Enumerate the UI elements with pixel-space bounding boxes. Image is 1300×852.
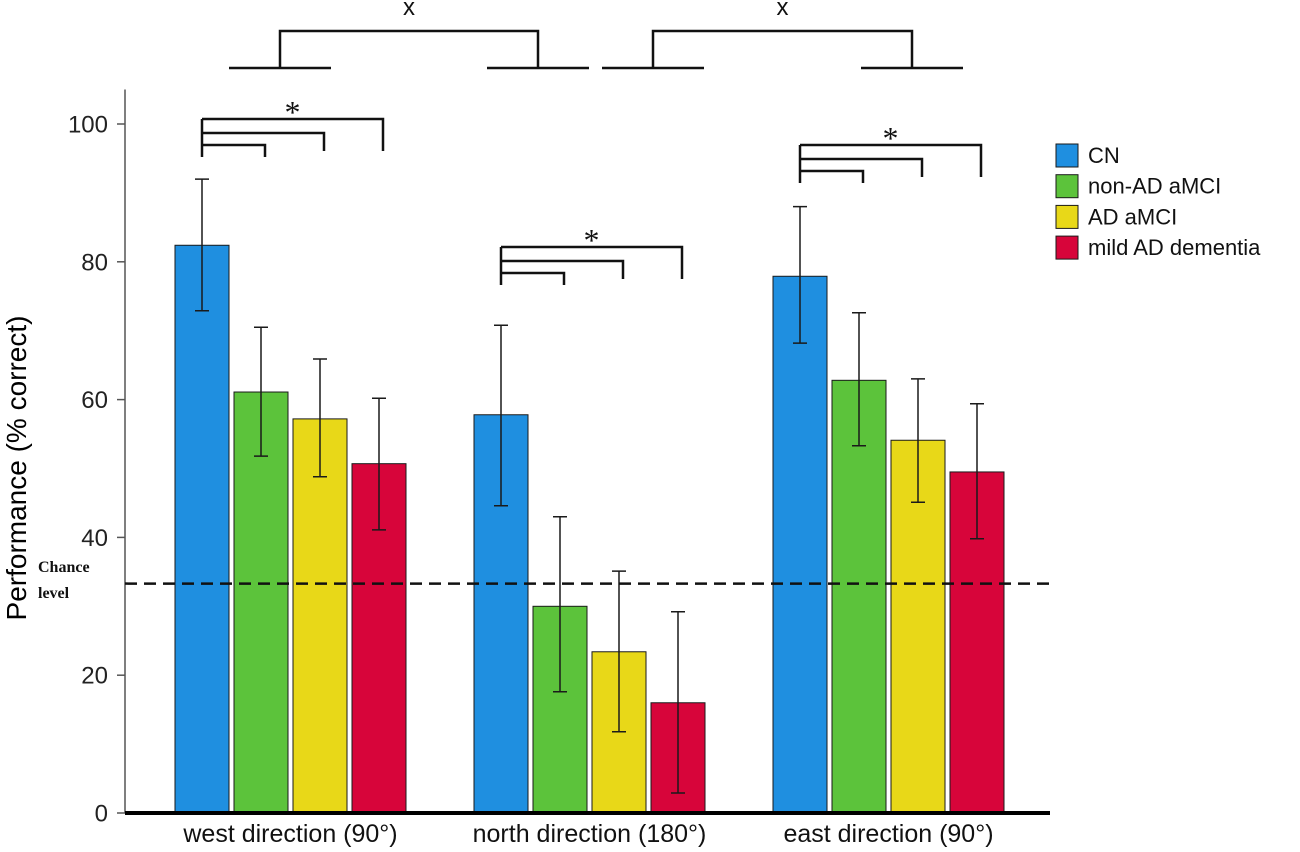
legend-swatch-cn [1055,143,1079,168]
group-comparison-label: x [403,0,415,21]
group-comparison-label: x [777,0,789,21]
error-bar-non-ad-amci-west-direction-90 [254,326,268,457]
bars-layer [174,244,1005,814]
error-bar-non-ad-amci-east-direction-90 [852,312,866,447]
category-labels-layer: west direction (90°) north direction (180… [182,820,993,848]
group-comparison-bracket [602,29,963,70]
error-bar-cn-north-direction-180 [494,324,508,507]
error-bar-ad-amci-east-direction-90 [911,378,925,504]
y-axis-label: Performance (% correct) [1,316,32,621]
y-tick-label: 100 [68,112,108,139]
legend-swatch-mild-ad-dementia [1055,235,1079,260]
significance-bracket-non-ad-amci [501,271,566,285]
error-bar-cn-east-direction-90 [793,205,807,344]
significance-bracket-non-ad-amci [202,143,267,157]
legend-label-mild-ad-dementia: mild AD dementia [1088,235,1261,260]
significance-bracket-mild-ad-dementia [202,117,385,151]
significance-bracket-non-ad-amci [800,169,865,183]
bar-mild-ad-dementia-west-direction-90 [351,463,407,814]
legend-swatch-ad-amci [1055,204,1079,229]
bar-cn-east-direction-90 [772,275,828,814]
significance-bracket-ad-amci [501,259,625,279]
y-tick-label: 40 [81,525,108,552]
legend-label-ad-amci: AD aMCI [1088,204,1177,229]
group-comparison-bracket [229,29,589,70]
chance-level-label: Chance [38,559,90,576]
significance-star: * [584,222,600,258]
legend-swatch-non-ad-amci [1055,174,1079,199]
error-bar-ad-amci-north-direction-180 [612,570,626,733]
error-bar-ad-amci-west-direction-90 [313,358,327,478]
significance-star: * [285,94,301,130]
axes-layer: 0 20 40 60 80 100 [68,89,126,828]
bar-cn-west-direction-90 [174,244,230,814]
error-bar-non-ad-amci-north-direction-180 [553,515,567,693]
significance-bracket-mild-ad-dementia [501,245,684,279]
legend: CN non-AD aMCI AD aMCI mild AD dementia [1055,143,1261,260]
x-tick-label: west direction (90°) [182,820,397,848]
y-tick-label: 80 [81,249,108,276]
error-bars-layer [195,178,984,794]
significance-star: * [883,120,899,156]
significance-layer: * * * x x [200,0,983,285]
error-bar-mild-ad-dementia-east-direction-90 [970,402,984,540]
bar-non-ad-amci-west-direction-90 [233,391,289,814]
y-tick-label: 20 [81,663,108,690]
significance-bracket-ad-amci [800,157,924,177]
error-bar-mild-ad-dementia-west-direction-90 [372,397,386,531]
significance-bracket-mild-ad-dementia [800,143,983,177]
y-tick-label: 0 [95,801,108,828]
error-bar-mild-ad-dementia-north-direction-180 [671,611,685,794]
bar-ad-amci-west-direction-90 [292,418,348,814]
x-tick-label: north direction (180°) [473,820,707,848]
legend-label-cn: CN [1088,143,1120,168]
significance-bracket-ad-amci [202,131,326,151]
chance-level-label: level [38,585,70,602]
x-tick-label: east direction (90°) [783,820,993,848]
bar-non-ad-amci-east-direction-90 [831,379,887,814]
y-tick-label: 60 [81,387,108,414]
error-bar-cn-west-direction-90 [195,178,209,312]
legend-label-non-ad-amci: non-AD aMCI [1088,174,1221,199]
